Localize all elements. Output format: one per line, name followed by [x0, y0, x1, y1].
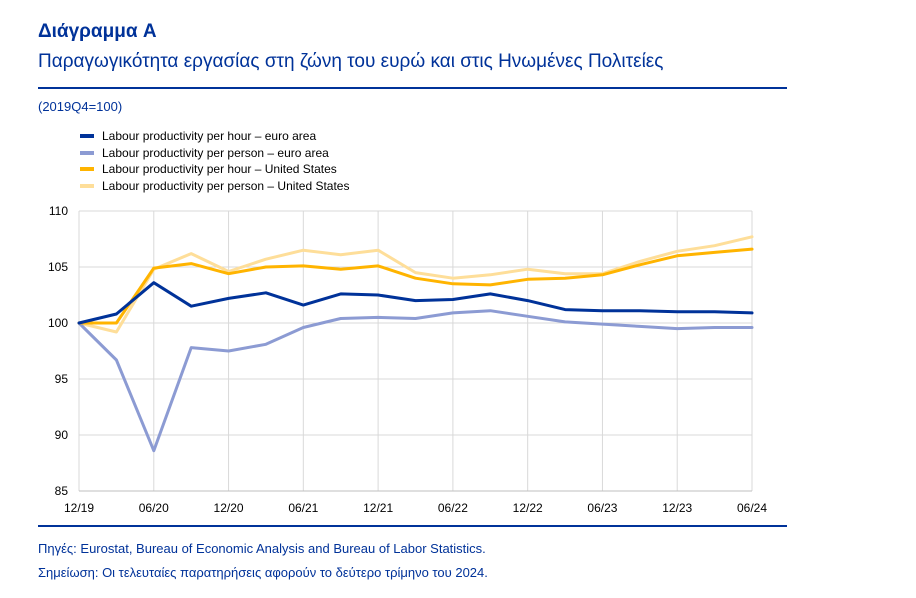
series-line-2 — [77, 247, 754, 325]
top-divider — [38, 87, 787, 89]
x-tick-label: 06/22 — [438, 501, 468, 515]
legend-swatch — [80, 150, 94, 155]
x-tick-label: 06/23 — [587, 501, 617, 515]
legend-swatch — [80, 134, 94, 139]
footnote: Σημείωση: Οι τελευταίες παρατηρήσεις αφο… — [38, 565, 488, 580]
bottom-divider — [38, 525, 787, 527]
series-line-0 — [77, 281, 754, 325]
legend-item: Labour productivity per person – euro ar… — [80, 145, 349, 162]
legend-item: Labour productivity per hour – United St… — [80, 161, 349, 178]
legend-label: Labour productivity per hour – United St… — [102, 162, 337, 177]
chart-title: Διάγραμμα A — [38, 21, 157, 42]
x-tick-label: 12/19 — [64, 501, 94, 515]
x-tick-label: 06/21 — [288, 501, 318, 515]
source-note: Πηγές: Eurostat, Bureau of Economic Anal… — [38, 541, 486, 556]
x-tick-label: 06/24 — [737, 501, 767, 515]
series-line-1 — [77, 309, 754, 453]
legend-swatch — [80, 167, 94, 172]
legend-label: Labour productivity per person – United … — [102, 178, 350, 193]
x-tick-label: 12/20 — [214, 501, 244, 515]
legend-item: Labour productivity per hour – euro area — [80, 128, 349, 145]
y-tick-label: 105 — [48, 260, 68, 274]
chart-subtitle: Παραγωγικότητα εργασίας στη ζώνη του ευρ… — [38, 51, 664, 72]
x-tick-label: 12/21 — [363, 501, 393, 515]
y-tick-label: 110 — [49, 204, 68, 218]
y-tick-label: 85 — [55, 484, 69, 498]
series-line-3 — [77, 235, 754, 334]
legend-swatch — [80, 183, 94, 188]
y-tick-label: 100 — [48, 316, 68, 330]
x-tick-label: 06/20 — [139, 501, 169, 515]
legend-label: Labour productivity per hour – euro area — [102, 129, 317, 144]
y-tick-label: 95 — [55, 372, 69, 386]
legend: Labour productivity per hour – euro area… — [80, 128, 349, 194]
unit-label: (2019Q4=100) — [38, 99, 123, 114]
legend-item: Labour productivity per person – United … — [80, 178, 349, 195]
y-tick-label: 90 — [55, 428, 69, 442]
x-tick-label: 12/22 — [513, 501, 543, 515]
x-tick-label: 12/23 — [662, 501, 692, 515]
legend-label: Labour productivity per person – euro ar… — [102, 145, 329, 160]
